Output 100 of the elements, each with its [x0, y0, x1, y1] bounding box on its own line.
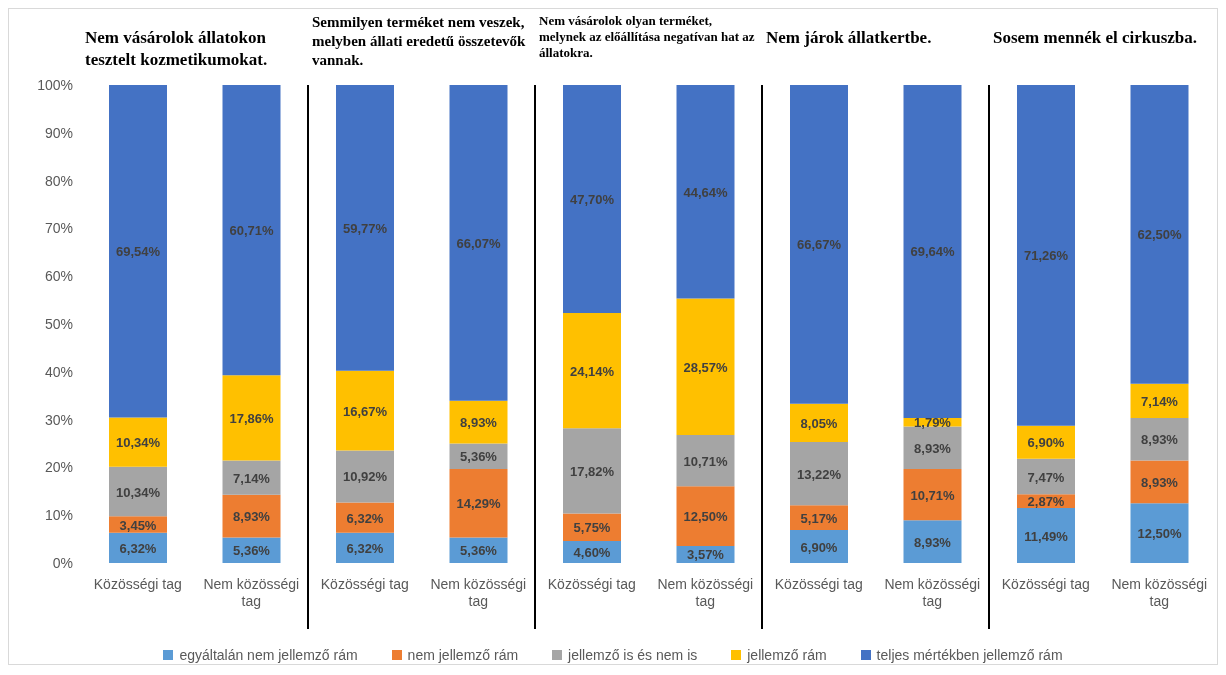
data-label: 10,71%: [910, 487, 955, 503]
x-tick-label: Közösségi tag: [93, 576, 182, 592]
bar: [676, 85, 735, 299]
bar: [790, 85, 848, 404]
bar: [1017, 85, 1075, 426]
data-label: 5,36%: [233, 543, 271, 559]
y-tick-label: 0%: [52, 554, 73, 571]
bar: [676, 486, 735, 546]
data-label: 59,77%: [342, 220, 388, 236]
data-label: 17,82%: [569, 463, 615, 479]
bar: [1130, 503, 1189, 563]
bar: [222, 375, 281, 461]
data-label: 10,71%: [683, 453, 728, 469]
data-label: 1,79%: [914, 415, 952, 431]
data-label: 8,05%: [800, 415, 838, 431]
data-label: 5,75%: [573, 520, 611, 536]
data-label: 8,93%: [233, 509, 271, 525]
data-label: 8,93%: [914, 534, 952, 550]
data-label: 7,14%: [233, 470, 271, 486]
bar: [336, 370, 394, 451]
data-label: 66,67%: [796, 237, 842, 253]
data-label: 13,22%: [796, 466, 842, 482]
data-label: 2,87%: [1027, 494, 1065, 510]
bar: [336, 85, 394, 371]
x-tick-label: Nem közösségi tag: [1111, 576, 1208, 609]
bar: [563, 312, 621, 429]
legend-label: teljes mértékben jellemző rám: [875, 647, 1063, 663]
bar: [449, 469, 508, 538]
data-label: 24,14%: [569, 363, 615, 379]
data-label: 6,32%: [346, 510, 384, 526]
data-label: 28,57%: [683, 359, 728, 375]
x-tick-label: Közösségi tag: [774, 576, 863, 592]
data-label: 8,93%: [914, 440, 952, 456]
data-label: 7,14%: [1141, 393, 1179, 409]
data-label: 6,90%: [800, 539, 838, 555]
x-tick-label: Közösségi tag: [320, 576, 409, 592]
y-tick-label: 100%: [37, 76, 73, 93]
data-label: 3,45%: [119, 517, 157, 533]
bar: [903, 469, 962, 521]
data-label: 8,93%: [1141, 432, 1179, 448]
data-label: 69,64%: [910, 244, 955, 260]
legend-label: egyáltalán nem jellemző rám: [178, 647, 358, 663]
data-label: 11,49%: [1024, 528, 1069, 544]
data-label: 8,93%: [1141, 474, 1179, 490]
y-tick-label: 40%: [44, 363, 73, 380]
bar: [903, 85, 962, 418]
y-tick-label: 30%: [44, 411, 73, 428]
data-label: 47,70%: [569, 191, 615, 207]
y-tick-label: 90%: [44, 124, 73, 141]
data-label: 10,34%: [115, 484, 161, 500]
data-label: 10,34%: [115, 435, 161, 451]
y-tick-label: 20%: [44, 459, 73, 476]
data-label: 17,86%: [229, 410, 274, 426]
y-tick-label: 70%: [44, 220, 73, 237]
x-tick-label: Nem közösségi tag: [884, 576, 981, 609]
legend-label: jellemző is és nem is: [566, 647, 698, 663]
y-tick-label: 80%: [44, 172, 73, 189]
y-tick-label: 50%: [44, 315, 73, 332]
legend-label: nem jellemző rám: [406, 647, 519, 663]
x-tick-label: Közösségi tag: [547, 576, 636, 592]
data-label: 4,60%: [573, 545, 611, 561]
bar: [676, 298, 735, 435]
data-label: 66,07%: [456, 235, 501, 251]
bar: [563, 85, 621, 313]
bar: [336, 450, 394, 503]
bar: [1017, 508, 1075, 563]
bar: [563, 428, 621, 514]
data-label: 6,32%: [119, 540, 157, 556]
data-label: 14,29%: [456, 496, 501, 512]
bar: [222, 85, 281, 376]
data-label: 12,50%: [1137, 526, 1182, 542]
data-label: 3,57%: [687, 547, 725, 563]
data-label: 10,92%: [342, 469, 388, 485]
data-label: 16,67%: [342, 403, 388, 419]
bar: [1130, 417, 1189, 461]
chart-title: Semmilyen terméket nem veszek, melyben állati eredetű összetevők vannak.: [312, 13, 527, 70]
data-label: 69,54%: [115, 244, 161, 260]
data-label: 60,71%: [229, 223, 274, 239]
bar: [676, 434, 735, 487]
data-label: 6,90%: [1027, 435, 1065, 451]
data-label: 5,36%: [460, 543, 498, 559]
bar: [109, 85, 167, 418]
bar: [109, 417, 167, 467]
data-label: 44,64%: [683, 184, 728, 200]
x-tick-label: Nem közösségi tag: [203, 576, 300, 609]
chart-title: Nem járok állatkertbe.: [766, 27, 933, 49]
bar: [1130, 85, 1189, 384]
data-label: 71,26%: [1023, 248, 1069, 264]
legend-label: jellemző rám: [746, 647, 827, 663]
y-tick-label: 60%: [44, 268, 73, 285]
data-label: 5,36%: [460, 449, 498, 465]
data-label: 7,47%: [1027, 469, 1065, 485]
data-label: 12,50%: [683, 509, 728, 525]
chart-title: Nem vásárolok állatokon tesztelt kozmetikumokat.: [85, 27, 269, 71]
bar: [449, 85, 508, 401]
chart-title: Sosem mennék el cirkuszba.: [993, 27, 1198, 49]
chart-title: Nem vásárolok olyan terméket, melynek az előállítása negatívan hat az állatokra.: [539, 13, 756, 61]
x-tick-label: Nem közösségi tag: [430, 576, 527, 609]
bar: [790, 442, 848, 506]
data-label: 6,32%: [346, 540, 384, 556]
